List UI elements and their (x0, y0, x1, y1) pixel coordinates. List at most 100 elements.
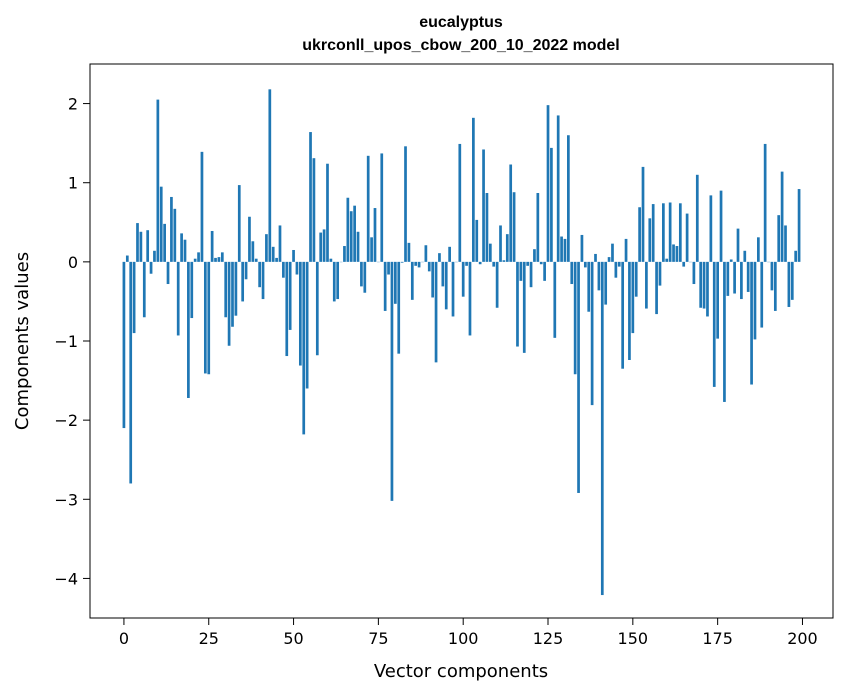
x-tick-label: 25 (199, 629, 219, 648)
bar-95 (444, 261, 448, 310)
bar-66 (346, 197, 350, 262)
bar-82 (400, 261, 404, 263)
bar-170 (699, 261, 703, 308)
bar-50 (292, 249, 295, 262)
bar-79 (390, 261, 394, 501)
bar-47 (282, 261, 285, 278)
chart-subtitle: ukrconll_upos_cbow_200_10_2022 model (302, 37, 619, 54)
bar-143 (607, 257, 611, 262)
chart-title: eucalyptus (419, 14, 503, 31)
bar-155 (648, 218, 652, 262)
bar-20 (190, 261, 194, 319)
bar-139 (594, 253, 597, 262)
bar-125 (546, 105, 550, 262)
bar-116 (516, 261, 519, 347)
bar-119 (526, 261, 530, 266)
bar-150 (631, 261, 635, 334)
bar-74 (373, 208, 377, 262)
bar-164 (678, 203, 682, 262)
bar-65 (343, 246, 346, 262)
bar-128 (556, 115, 560, 262)
bar-86 (414, 261, 418, 266)
bar-0 (122, 261, 126, 429)
bar-78 (387, 261, 390, 275)
bar-171 (702, 261, 706, 309)
bar-175 (716, 261, 719, 339)
bar-45 (275, 257, 278, 262)
bar-124 (543, 261, 546, 281)
bar-103 (472, 117, 475, 262)
bar-176 (719, 190, 723, 262)
bar-30 (224, 261, 228, 318)
bar-123 (539, 261, 543, 265)
bar-102 (468, 261, 472, 336)
bar-37 (248, 216, 251, 262)
bar-17 (180, 233, 183, 262)
bar-53 (302, 261, 306, 435)
bar-121 (533, 249, 536, 262)
bar-118 (522, 261, 526, 353)
bar-99 (458, 143, 462, 262)
bar-63 (336, 261, 340, 300)
bar-173 (709, 195, 713, 262)
bar-136 (583, 261, 587, 268)
bar-60 (326, 163, 329, 262)
bar-162 (672, 244, 675, 262)
bar-111 (499, 225, 502, 262)
bar-27 (214, 257, 217, 262)
bar-4 (136, 223, 139, 262)
bar-153 (641, 166, 645, 262)
bar-154 (645, 261, 648, 309)
bar-16 (176, 261, 180, 336)
bar-108 (488, 243, 492, 262)
bar-6 (142, 261, 146, 318)
bar-157 (655, 261, 658, 315)
bar-2 (129, 261, 133, 484)
bar-71 (363, 261, 367, 293)
x-tick-label: 50 (283, 629, 303, 648)
bar-5 (139, 231, 143, 262)
bar-192 (773, 261, 777, 311)
y-tick-label: 1 (68, 174, 78, 193)
bar-9 (153, 250, 156, 262)
bar-126 (550, 147, 553, 262)
x-axis-ticks: 0 25 50 75 100 125 150 175 200 (119, 618, 818, 648)
bar-49 (288, 261, 292, 330)
bar-96 (448, 246, 451, 262)
y-tick-label: −2 (54, 411, 78, 430)
bar-191 (770, 261, 774, 291)
bar-29 (220, 252, 224, 262)
bar-12 (163, 223, 166, 262)
bar-32 (231, 261, 234, 327)
bar-169 (695, 174, 699, 262)
bar-39 (254, 258, 258, 262)
y-tick-label: −1 (54, 332, 78, 351)
bar-18 (183, 239, 187, 262)
bar-35 (241, 261, 245, 302)
bar-181 (736, 228, 740, 262)
bar-174 (712, 261, 716, 387)
bar-199 (797, 189, 801, 262)
bar-145 (614, 261, 618, 278)
bar-94 (441, 261, 445, 287)
bar-85 (410, 261, 414, 300)
bar-107 (485, 193, 489, 262)
bar-87 (417, 261, 421, 268)
bar-48 (285, 261, 289, 357)
bar-195 (784, 225, 787, 262)
bar-127 (553, 261, 557, 338)
y-tick-label: −4 (54, 569, 78, 588)
y-tick-label: −3 (54, 490, 78, 509)
bar-168 (692, 261, 696, 285)
bar-180 (733, 261, 736, 294)
bar-68 (353, 205, 356, 262)
bar-8 (149, 261, 153, 274)
bar-73 (370, 237, 373, 262)
bar-46 (278, 225, 282, 262)
bar-57 (315, 261, 319, 356)
bar-83 (404, 146, 407, 262)
x-axis-label: Vector components (374, 661, 548, 682)
bar-41 (261, 261, 265, 300)
bar-163 (675, 246, 679, 262)
bar-72 (366, 155, 370, 262)
